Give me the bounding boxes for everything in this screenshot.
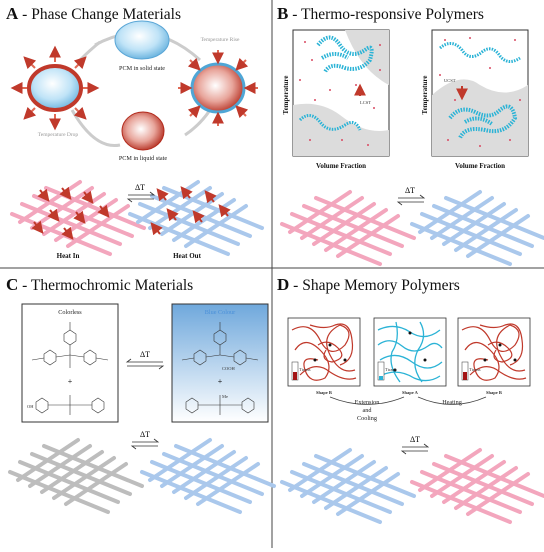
lattice-d-pink [410,448,544,524]
svg-text:LCST: LCST [360,100,371,105]
heat-in-label: Heat In [57,252,80,260]
lattice-d-blue [280,448,416,524]
shape-a-label: Shape A [402,390,419,395]
lattice-b-blue [410,190,544,266]
heat-out-label: Heat Out [173,252,201,260]
lattice-c-blue [140,438,276,514]
panel-d: D - Shape Memory Polymers Ttrans Shape B [277,275,544,524]
panel-c-title: C - Thermochromic Materials [6,275,193,294]
panel-b-title: B - Thermo-responsive Polymers [277,4,484,23]
lattice-heat-in [10,180,146,256]
delta-c-main: ΔT [125,350,165,370]
cycle-arc-left [70,109,121,148]
svg-text:OH: OH [27,404,34,409]
svg-text:and: and [363,407,373,414]
svg-text:Extension: Extension [355,399,380,406]
lcst-xlabel: Volume Fraction [316,162,366,170]
svg-text:UCST: UCST [444,78,456,83]
pcm-liquid-label: PCM in liquid state [119,155,168,162]
pcm-right-blob [178,50,258,126]
pcm-solid-label: PCM in solid state [119,65,165,72]
ucst-plot: UCST Temperature Volume Fraction [421,29,529,170]
lcst-ylabel: Temperature [282,76,290,115]
svg-text:Cooling: Cooling [357,415,377,422]
svg-text:ΔT: ΔT [135,183,145,192]
pcm-left-blob [10,45,100,131]
colorless-label: Colorless [58,309,82,316]
ucst-ylabel: Temperature [421,76,429,115]
delta-c-lattice: ΔT [130,430,160,450]
delta-d: ΔT [400,435,430,455]
shape-b-left: Ttrans [287,317,361,387]
blue-colour-box: Blue Colour COOH + Me [171,303,269,423]
lattice-c-grey [8,438,144,514]
temp-drop-label: Temperature Drop [38,132,79,138]
heat-out-arrows [150,186,231,236]
svg-text:Me: Me [222,394,228,399]
svg-text:ΔT: ΔT [140,430,150,439]
extension-cooling-arrow: Extension and Cooling [329,396,405,422]
heat-in-arrows [31,186,110,240]
svg-text:Ttrans: Ttrans [385,367,397,372]
colorless-box: Colorless + OH [21,303,119,423]
lattice-b-pink [280,190,416,266]
blue-colour-label: Blue Colour [205,309,235,316]
shape-b-right-label: Shape B [486,390,502,395]
svg-text:+: + [218,377,223,386]
shape-b-right: Ttrans [457,317,531,387]
delta-a: ΔT [126,183,156,203]
panel-b: B - Thermo-responsive Polymers LCST Temp… [277,4,544,266]
svg-text:Heating: Heating [442,399,462,406]
panel-c: C - Thermochromic Materials Colorless [6,275,276,514]
temp-rise-label: Temperature Rise [201,37,240,43]
pcm-solid-blob [114,20,170,60]
svg-text:COOH: COOH [222,366,236,371]
panel-d-title: D - Shape Memory Polymers [277,275,460,294]
shape-b-left-label: Shape B [316,390,332,395]
svg-text:ΔT: ΔT [405,186,415,195]
svg-text:Ttrans: Ttrans [469,367,481,372]
panel-a-title: A - Phase Change Materials [6,4,181,23]
svg-text:ΔT: ΔT [410,435,420,444]
lattice-heat-out [128,180,264,256]
shape-a: Ttrans [373,317,447,387]
lcst-plot: LCST Temperature Volume Fraction [282,29,390,170]
svg-text:+: + [68,377,73,386]
panel-a: A - Phase Change Materials PCM in solid … [6,4,264,260]
delta-b: ΔT [396,186,426,206]
heating-arrow: Heating [417,396,487,406]
pcm-liquid-blob [121,111,165,151]
svg-text:Ttrans: Ttrans [299,367,311,372]
ucst-xlabel: Volume Fraction [455,162,505,170]
svg-text:ΔT: ΔT [140,350,150,359]
cycle-arc-right [184,109,212,137]
